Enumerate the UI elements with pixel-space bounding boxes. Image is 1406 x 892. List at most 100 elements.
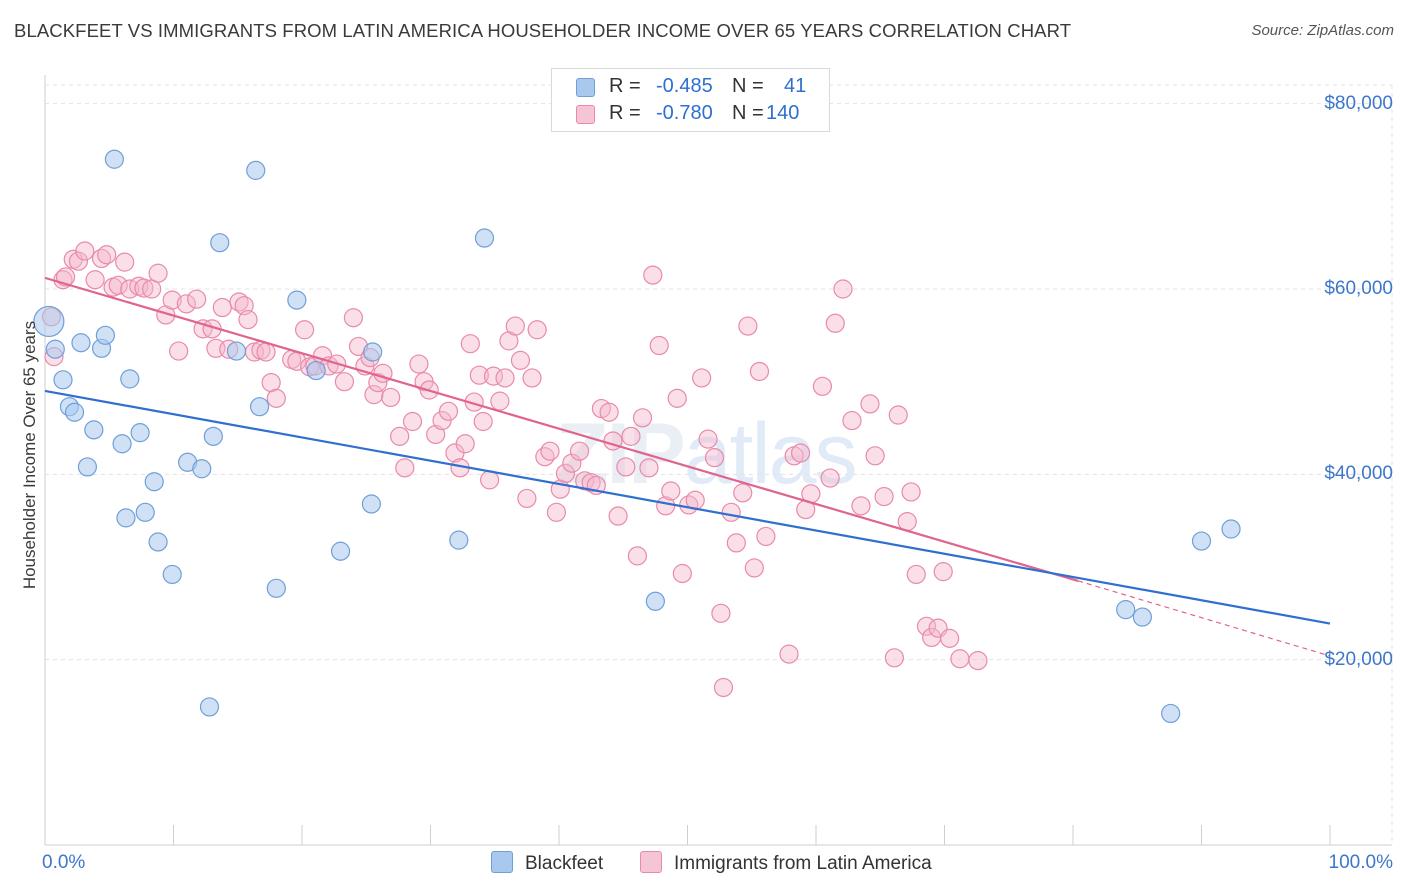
latin-america-point <box>569 441 590 461</box>
legend-r-value: -0.780 <box>656 102 713 124</box>
latin-america-point <box>256 342 276 362</box>
latin-america-point <box>162 290 182 310</box>
legend-r-label: R = <box>609 75 641 97</box>
latin-america-point <box>115 252 135 272</box>
blackfeet-point <box>330 541 351 561</box>
bottom-legend-blackfeet: Blackfeet <box>491 851 603 877</box>
blackfeet-point <box>71 333 91 353</box>
latin-america-point <box>649 335 669 356</box>
latin-america-point <box>432 410 452 431</box>
latin-america-point <box>865 446 885 466</box>
blackfeet-point <box>45 339 65 359</box>
latin-america-point <box>343 308 363 328</box>
legend-swatch-pink <box>576 105 595 124</box>
latin-america-point <box>632 408 653 428</box>
blackfeet-point <box>135 502 155 522</box>
blackfeet-trend-line <box>44 389 1331 625</box>
latin-america-point <box>97 245 117 265</box>
blackfeet-point <box>306 360 326 381</box>
latin-america-point <box>364 385 384 405</box>
latin-america-point <box>469 365 489 385</box>
blackfeet-point <box>148 532 168 552</box>
blackfeet-point <box>116 508 136 528</box>
latin-america-point <box>901 482 921 502</box>
latin-america-point <box>888 405 908 425</box>
latin-america-point <box>238 309 258 330</box>
latin-america-point <box>169 341 189 361</box>
latin-america-point <box>672 563 692 584</box>
latin-america-point <box>68 251 89 271</box>
latin-america-point <box>390 426 410 446</box>
latin-america-point <box>212 297 232 318</box>
latin-america-point <box>562 453 582 473</box>
latin-america-point <box>495 368 515 388</box>
blackfeet-point <box>53 370 73 390</box>
latin-america-point <box>266 388 286 408</box>
y-tick-label: $60,000 <box>1324 278 1393 299</box>
blackfeet-point <box>120 369 140 389</box>
blackfeet-point <box>287 290 307 310</box>
latin-america-point <box>368 372 388 393</box>
latin-america-point <box>790 443 811 463</box>
latin-america-point <box>698 429 718 449</box>
latin-america-point <box>85 270 105 290</box>
latin-america-point <box>621 426 641 446</box>
latin-america-point <box>134 278 154 298</box>
blackfeet-point <box>203 426 223 446</box>
latin-america-point <box>842 410 862 431</box>
latin-america-point <box>820 468 840 488</box>
blackfeet-point <box>104 149 124 169</box>
latin-america-point <box>546 502 567 522</box>
blackfeet-point <box>33 305 65 338</box>
latin-america-point <box>933 562 953 582</box>
blackfeet-point <box>84 420 104 440</box>
bottom-legend-label: Blackfeet <box>525 853 604 874</box>
latin-america-point <box>667 388 687 408</box>
blackfeet-point <box>645 591 665 611</box>
watermark-atlas: atlas <box>683 406 858 502</box>
correlation-legend: R = -0.485 N = 41 R = -0.780 N = 140 <box>551 68 830 132</box>
blackfeet-point <box>210 233 230 253</box>
latin-america-point <box>756 526 776 547</box>
x-tick-label-end: 100.0% <box>1328 852 1393 873</box>
latin-america-point <box>726 533 746 553</box>
blackfeet-point <box>474 228 495 248</box>
legend-n-value: 140 <box>766 102 800 124</box>
latin-america-point <box>639 458 659 478</box>
bottom-legend-label: Immigrants from Latin America <box>674 853 932 874</box>
latin-america-point <box>860 394 880 414</box>
latin-america-point <box>75 241 95 261</box>
blackfeet-point <box>64 402 85 422</box>
legend-r-label: R = <box>609 102 641 124</box>
latin-america-point <box>812 376 833 396</box>
latin-america-point <box>643 265 663 285</box>
blackfeet-point <box>246 160 266 180</box>
blackfeet-point <box>226 341 247 361</box>
y-tick-label: $80,000 <box>1324 92 1393 114</box>
blackfeet-point <box>1221 519 1241 539</box>
latin-america-point <box>711 603 731 623</box>
y-tick-label: $20,000 <box>1324 648 1393 670</box>
latin-america-point <box>527 320 547 340</box>
latin-america-point <box>294 320 315 340</box>
blackfeet-point <box>77 457 98 477</box>
axes <box>44 75 1392 846</box>
latin-america-point <box>950 649 970 669</box>
y-tick-label: $40,000 <box>1324 463 1393 485</box>
legend-row-blackfeet: R = -0.485 N = 41 <box>552 74 829 100</box>
latin-america-point <box>749 361 770 382</box>
latin-america-point <box>713 677 734 698</box>
latin-america-point <box>505 316 525 336</box>
latin-america-point <box>692 368 712 388</box>
blackfeet-point <box>144 472 164 492</box>
blackfeet-point <box>1191 531 1212 551</box>
latin-america-point <box>187 289 207 309</box>
blackfeet-point <box>363 342 383 362</box>
latin-america-point <box>940 628 960 648</box>
latin-america-point <box>833 279 853 299</box>
latin-america-point <box>661 481 681 501</box>
latin-america-point <box>490 391 510 411</box>
latin-america-point <box>148 263 168 283</box>
latin-america-point <box>884 648 904 668</box>
latin-america-point <box>535 447 555 467</box>
